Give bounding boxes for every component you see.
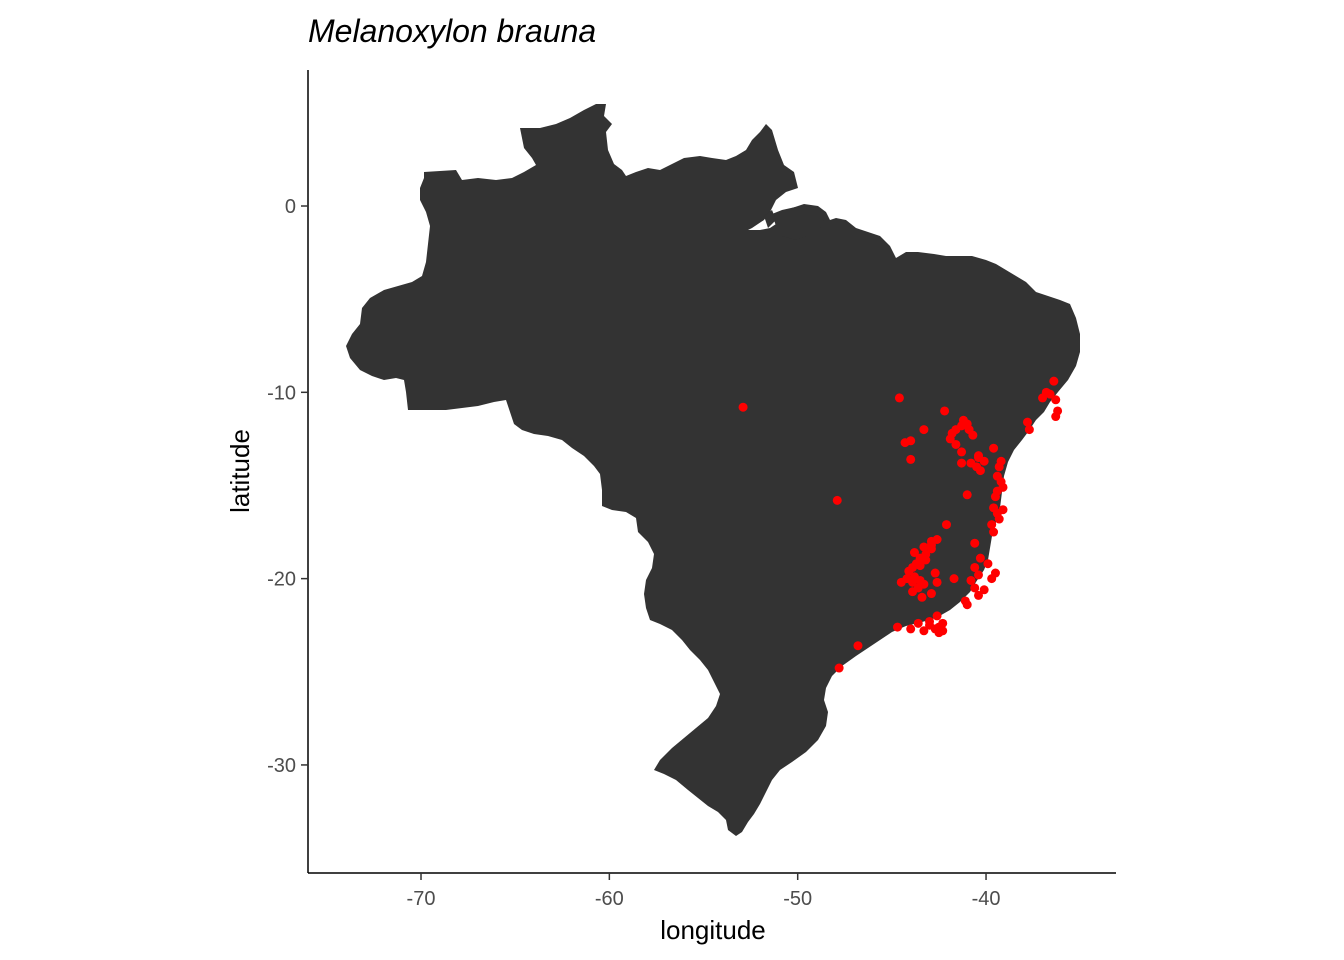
occurrence-point	[919, 542, 929, 552]
occurrence-point	[970, 562, 980, 572]
occurrence-point	[975, 466, 985, 476]
occurrence-point	[915, 561, 925, 571]
occurrence-point	[906, 624, 916, 634]
occurrence-point	[989, 527, 999, 537]
y-tick-label: 0	[285, 196, 296, 218]
occurrence-point	[1051, 395, 1061, 405]
occurrence-point	[966, 575, 976, 585]
occurrence-point	[987, 574, 997, 584]
occurrence-point	[919, 626, 929, 636]
coastal-islet	[764, 210, 776, 228]
occurrence-point	[970, 538, 980, 548]
occurrence-point	[925, 616, 935, 626]
x-axis-title: longitude	[660, 915, 766, 945]
occurrence-point	[974, 590, 984, 600]
occurrence-point	[968, 430, 978, 440]
occurrence-point	[975, 553, 985, 563]
x-axis-ticks: -70 -60 -50 -40	[407, 873, 1001, 910]
chart-title: Melanoxylon brauna	[308, 13, 596, 49]
x-tick-label: -60	[595, 888, 624, 910]
occurrence-point	[941, 520, 951, 530]
y-axis-ticks: 0 -10 -20 -30	[267, 196, 308, 777]
occurrence-point	[1051, 412, 1061, 422]
occurrence-point	[853, 641, 863, 651]
occurrence-point	[932, 577, 942, 587]
occurrence-point	[917, 592, 927, 602]
occurrence-point	[904, 566, 914, 576]
occurrence-point	[919, 425, 929, 435]
occurrence-point	[932, 611, 942, 621]
occurrence-point	[990, 492, 1000, 502]
occurrence-point	[896, 577, 906, 587]
occurrence-point	[979, 456, 989, 466]
occurrence-point	[983, 559, 993, 569]
y-tick-label: -30	[267, 755, 296, 777]
y-tick-label: -20	[267, 569, 296, 591]
occurrence-point	[906, 454, 916, 464]
occurrence-point	[970, 583, 980, 593]
x-tick-label: -50	[783, 888, 812, 910]
marajo-island	[772, 206, 826, 240]
occurrence-point	[894, 393, 904, 403]
occurrence-point	[940, 406, 950, 416]
occurrence-point	[962, 490, 972, 500]
y-tick-label: -10	[267, 382, 296, 404]
occurrence-point	[930, 568, 940, 578]
occurrence-point	[1022, 417, 1032, 427]
occurrence-point	[949, 574, 959, 584]
occurrence-point	[945, 434, 955, 444]
occurrence-point	[957, 458, 967, 468]
occurrence-point	[966, 458, 976, 468]
occurrence-point	[834, 663, 844, 673]
occurrence-point	[974, 570, 984, 580]
occurrence-point	[738, 402, 748, 412]
occurrence-point	[974, 451, 984, 461]
occurrence-point	[989, 443, 999, 453]
occurrence-point	[960, 596, 970, 606]
occurrence-point	[998, 505, 1008, 515]
brazil-basemap	[346, 104, 1080, 836]
occurrence-point	[832, 495, 842, 505]
occurrence-point	[994, 462, 1004, 472]
occurrence-point	[987, 520, 997, 530]
y-axis-title: latitude	[225, 429, 255, 513]
occurrence-point	[934, 622, 944, 632]
occurrence-point	[906, 436, 916, 446]
occurrence-point	[909, 548, 919, 558]
occurrence-points	[738, 376, 1063, 673]
occurrence-point	[893, 622, 903, 632]
occurrence-point	[957, 447, 967, 457]
occurrence-point	[908, 587, 918, 597]
occurrence-point	[951, 439, 961, 449]
occurrence-point	[921, 555, 931, 565]
occurrence-point	[913, 618, 923, 628]
occurrence-point	[1038, 393, 1048, 403]
x-tick-label: -40	[972, 888, 1001, 910]
x-tick-label: -70	[407, 888, 436, 910]
occurrence-point	[926, 540, 936, 550]
occurrence-point	[926, 589, 936, 599]
occurrence-point	[1024, 425, 1034, 435]
occurrence-point	[994, 514, 1004, 524]
occurrence-point	[979, 585, 989, 595]
occurrence-point	[1049, 376, 1059, 386]
